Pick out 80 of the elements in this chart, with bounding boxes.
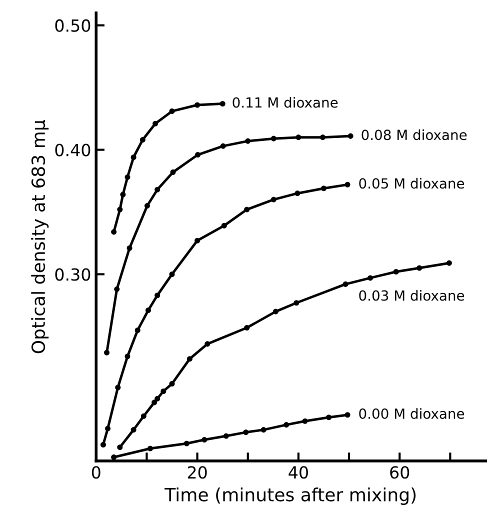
point: [114, 286, 120, 292]
point: [270, 196, 276, 202]
point: [244, 206, 250, 212]
point: [147, 446, 154, 452]
point: [152, 400, 158, 406]
annotation: 0.03 M dioxane: [359, 290, 464, 301]
annotation: 0.11 M dioxane: [232, 97, 338, 108]
point: [126, 245, 132, 251]
annotation: 0.00 M dioxane: [359, 408, 464, 419]
annotation: 0.05 M dioxane: [359, 178, 464, 189]
point: [294, 190, 300, 196]
point: [169, 380, 175, 387]
point: [204, 341, 210, 347]
point: [245, 138, 251, 144]
point: [320, 186, 327, 192]
y-tick-label: 0.50: [55, 19, 90, 32]
point: [160, 388, 166, 394]
y-axis-title: Optical density at 683 mμ: [31, 120, 49, 354]
point: [140, 137, 146, 143]
point: [152, 120, 158, 126]
point: [130, 427, 136, 433]
x-tick-label: 0: [92, 466, 100, 479]
x-tick-label: 20: [188, 466, 207, 479]
point: [326, 414, 332, 420]
point: [117, 206, 123, 212]
point: [393, 268, 399, 275]
point: [111, 229, 117, 235]
x-tick-label: 60: [390, 466, 410, 479]
x-axis-title: Time (minutes after mixing): [164, 487, 416, 505]
point: [342, 281, 348, 287]
point: [154, 292, 160, 298]
point: [220, 143, 226, 149]
point: [220, 100, 226, 107]
annotation: 0.08 M dioxane: [362, 129, 467, 140]
y-tick-label: 0.30: [55, 268, 90, 281]
point: [169, 271, 175, 278]
point: [130, 154, 136, 160]
point: [120, 192, 126, 198]
point: [124, 174, 130, 180]
point: [202, 436, 208, 443]
point: [117, 444, 123, 450]
point: [100, 442, 106, 448]
point: [184, 440, 190, 446]
point: [446, 260, 452, 266]
point: [194, 102, 200, 108]
point: [348, 133, 354, 139]
y-tick-label: 0.40: [55, 144, 90, 156]
point: [111, 454, 117, 460]
point: [134, 327, 140, 334]
point: [144, 203, 150, 209]
point: [195, 152, 201, 158]
point: [140, 413, 146, 419]
point: [154, 396, 160, 402]
point: [416, 265, 422, 271]
point: [294, 300, 300, 306]
point: [302, 418, 308, 424]
point: [244, 324, 250, 331]
point: [344, 412, 350, 418]
point: [104, 426, 111, 432]
point: [169, 108, 175, 114]
point: [124, 354, 130, 360]
point: [221, 222, 227, 228]
point: [104, 350, 110, 356]
point: [223, 433, 229, 439]
point: [320, 134, 326, 140]
point: [284, 422, 290, 428]
point: [170, 169, 176, 175]
point: [186, 356, 192, 362]
point: [260, 427, 266, 433]
point: [194, 238, 200, 244]
point: [272, 308, 278, 314]
point: [145, 308, 152, 314]
x-tick-label: 40: [288, 466, 308, 479]
point: [368, 275, 374, 281]
point: [344, 182, 350, 188]
point: [154, 186, 160, 192]
point: [243, 430, 249, 436]
point: [270, 136, 276, 142]
point: [296, 134, 302, 140]
point: [115, 384, 121, 390]
